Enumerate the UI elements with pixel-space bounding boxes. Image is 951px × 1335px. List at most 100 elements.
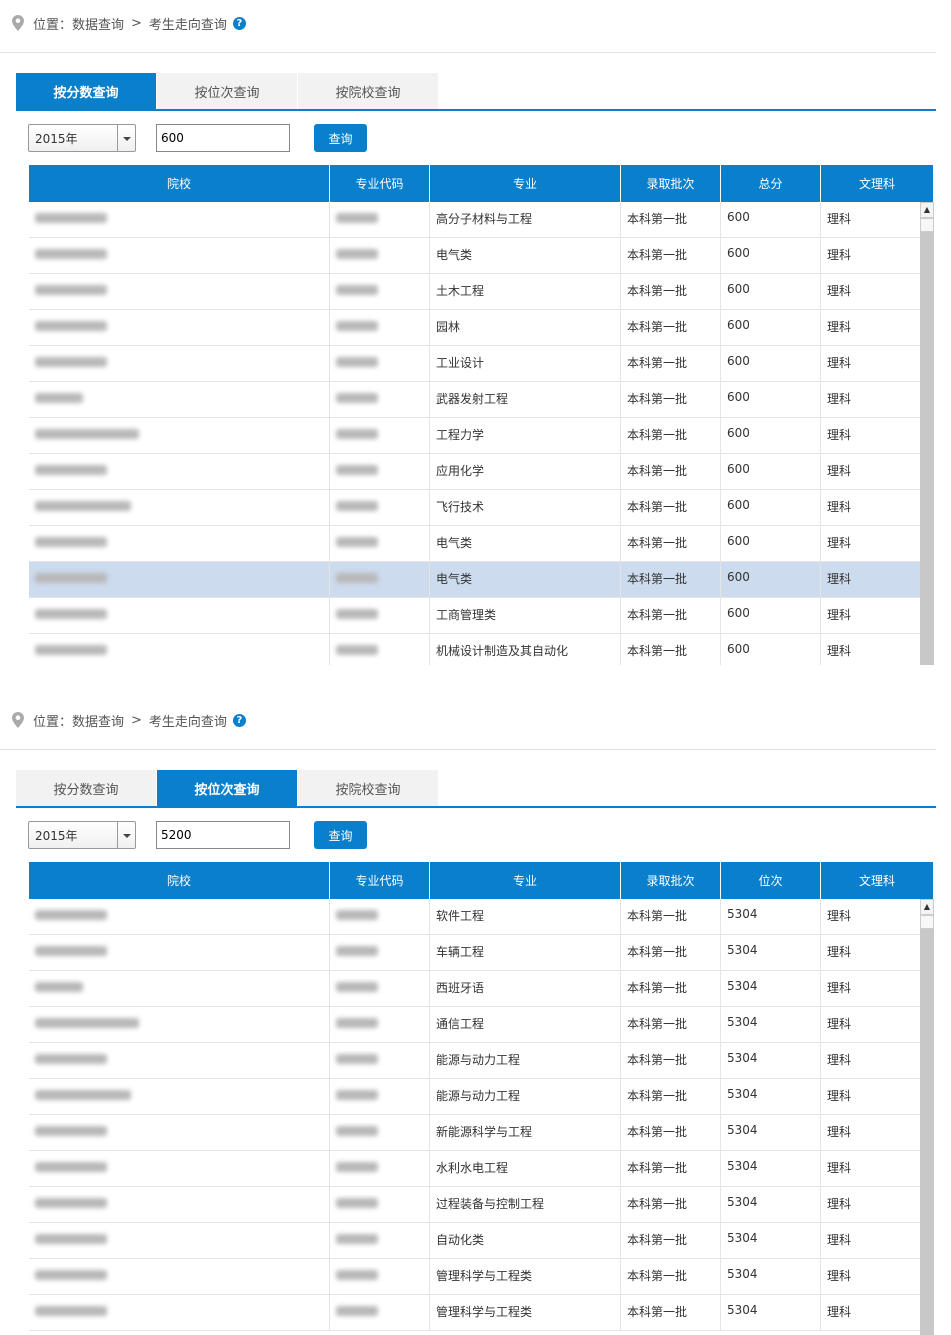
table-row[interactable]: 电气类 本科第一批 600 理科: [29, 238, 934, 274]
column-header[interactable]: 院校: [29, 165, 330, 202]
major-code-cell: [330, 1007, 430, 1042]
scrollbar[interactable]: ▲: [920, 899, 934, 1335]
cell: 工业设计: [430, 346, 621, 381]
redacted-text: [35, 1090, 131, 1100]
cell: 本科第一批: [621, 238, 721, 273]
table-row[interactable]: 软件工程 本科第一批 5304 理科: [29, 899, 934, 935]
table-row[interactable]: 能源与动力工程 本科第一批 5304 理科: [29, 1043, 934, 1079]
redacted-text: [336, 1198, 378, 1208]
column-header[interactable]: 专业: [430, 165, 621, 202]
cell: 本科第一批: [621, 490, 721, 525]
scroll-up-icon[interactable]: ▲: [920, 202, 934, 218]
table-row[interactable]: 新能源科学与工程 本科第一批 5304 理科: [29, 1115, 934, 1151]
year-select[interactable]: 2015年: [28, 821, 136, 849]
breadcrumb-current: 考生走向查询: [148, 714, 227, 730]
table-row[interactable]: 工业设计 本科第一批 600 理科: [29, 346, 934, 382]
table-row[interactable]: 工程力学 本科第一批 600 理科: [29, 418, 934, 454]
redacted-text: [35, 501, 131, 511]
cell: 工程力学: [430, 418, 621, 453]
table-row[interactable]: 管理科学与工程类 本科第一批 5304 理科: [29, 1259, 934, 1295]
table-row[interactable]: 园林 本科第一批 600 理科: [29, 310, 934, 346]
table-row[interactable]: 西班牙语 本科第一批 5304 理科: [29, 971, 934, 1007]
redacted-text: [336, 1234, 378, 1244]
table-row[interactable]: 管理科学与工程类 本科第一批 5304 理科: [29, 1295, 934, 1331]
tab-1[interactable]: 按位次查询: [157, 73, 297, 109]
query-input[interactable]: [156, 821, 290, 849]
major-code-cell: [330, 598, 430, 633]
tab-0[interactable]: 按分数查询: [16, 770, 156, 806]
cell: 自动化类: [430, 1223, 621, 1258]
table-row[interactable]: 电气类 本科第一批 600 理科: [29, 562, 934, 598]
chevron-down-icon[interactable]: [117, 125, 135, 151]
column-header[interactable]: 专业代码: [330, 862, 430, 899]
table-row[interactable]: 飞行技术 本科第一批 600 理科: [29, 490, 934, 526]
cell: 理科: [821, 634, 934, 665]
column-header[interactable]: 录取批次: [621, 862, 721, 899]
help-icon[interactable]: ?: [232, 713, 246, 727]
table-row[interactable]: 工商管理类 本科第一批 600 理科: [29, 598, 934, 634]
tab-1[interactable]: 按位次查询: [157, 770, 297, 806]
column-header[interactable]: 专业: [430, 862, 621, 899]
redacted-text: [35, 465, 107, 475]
table-row[interactable]: 水利水电工程 本科第一批 5304 理科: [29, 1151, 934, 1187]
cell: 600: [721, 598, 821, 633]
table-row[interactable]: 电气类 本科第一批 600 理科: [29, 526, 934, 562]
cell: 5304: [721, 1007, 821, 1042]
cell: 本科第一批: [621, 1007, 721, 1042]
year-value: 2015年: [35, 131, 78, 146]
redacted-text: [336, 285, 378, 295]
redacted-text: [35, 537, 107, 547]
scroll-thumb[interactable]: [920, 218, 934, 232]
cell: 本科第一批: [621, 418, 721, 453]
column-header[interactable]: 专业代码: [330, 165, 430, 202]
table-row[interactable]: 土木工程 本科第一批 600 理科: [29, 274, 934, 310]
tab-2[interactable]: 按院校查询: [298, 770, 438, 806]
column-header[interactable]: 文理科: [821, 165, 934, 202]
column-header[interactable]: 院校: [29, 862, 330, 899]
cell: 过程装备与控制工程: [430, 1187, 621, 1222]
tab-0[interactable]: 按分数查询: [16, 73, 156, 109]
table-row[interactable]: 武器发射工程 本科第一批 600 理科: [29, 382, 934, 418]
cell: 5304: [721, 1259, 821, 1294]
query-input[interactable]: [156, 124, 290, 152]
search-button[interactable]: 查询: [314, 124, 367, 152]
cell: 本科第一批: [621, 562, 721, 597]
cell: 理科: [821, 971, 934, 1006]
search-button[interactable]: 查询: [314, 821, 367, 849]
column-header[interactable]: 文理科: [821, 862, 934, 899]
tab-2[interactable]: 按院校查询: [298, 73, 438, 109]
redacted-text: [35, 609, 107, 619]
column-header[interactable]: 位次: [721, 862, 821, 899]
chevron-down-icon[interactable]: [117, 822, 135, 848]
redacted-text: [35, 910, 107, 920]
redacted-text: [336, 1306, 378, 1316]
table-row[interactable]: 机械设计制造及其自动化 本科第一批 600 理科: [29, 634, 934, 665]
school-cell: [29, 274, 330, 309]
major-code-cell: [330, 526, 430, 561]
cell: 5304: [721, 1223, 821, 1258]
redacted-text: [336, 537, 378, 547]
table-row[interactable]: 能源与动力工程 本科第一批 5304 理科: [29, 1079, 934, 1115]
column-header[interactable]: 总分: [721, 165, 821, 202]
scroll-thumb[interactable]: [920, 915, 934, 929]
cell: 理科: [821, 1079, 934, 1114]
major-code-cell: [330, 1223, 430, 1258]
help-icon[interactable]: ?: [232, 16, 246, 30]
table-row[interactable]: 应用化学 本科第一批 600 理科: [29, 454, 934, 490]
table-row[interactable]: 高分子材料与工程 本科第一批 600 理科: [29, 202, 934, 238]
scrollbar[interactable]: ▲: [920, 202, 934, 665]
cell: 600: [721, 526, 821, 561]
redacted-text: [336, 465, 378, 475]
column-header[interactable]: 录取批次: [621, 165, 721, 202]
table-row[interactable]: 自动化类 本科第一批 5304 理科: [29, 1223, 934, 1259]
table-row[interactable]: 过程装备与控制工程 本科第一批 5304 理科: [29, 1187, 934, 1223]
school-cell: [29, 562, 330, 597]
redacted-text: [35, 573, 107, 583]
table-row[interactable]: 通信工程 本科第一批 5304 理科: [29, 1007, 934, 1043]
cell: 理科: [821, 490, 934, 525]
cell: 本科第一批: [621, 1079, 721, 1114]
year-select[interactable]: 2015年: [28, 124, 136, 152]
scroll-up-icon[interactable]: ▲: [920, 899, 934, 915]
table-row[interactable]: 车辆工程 本科第一批 5304 理科: [29, 935, 934, 971]
cell: 理科: [821, 382, 934, 417]
